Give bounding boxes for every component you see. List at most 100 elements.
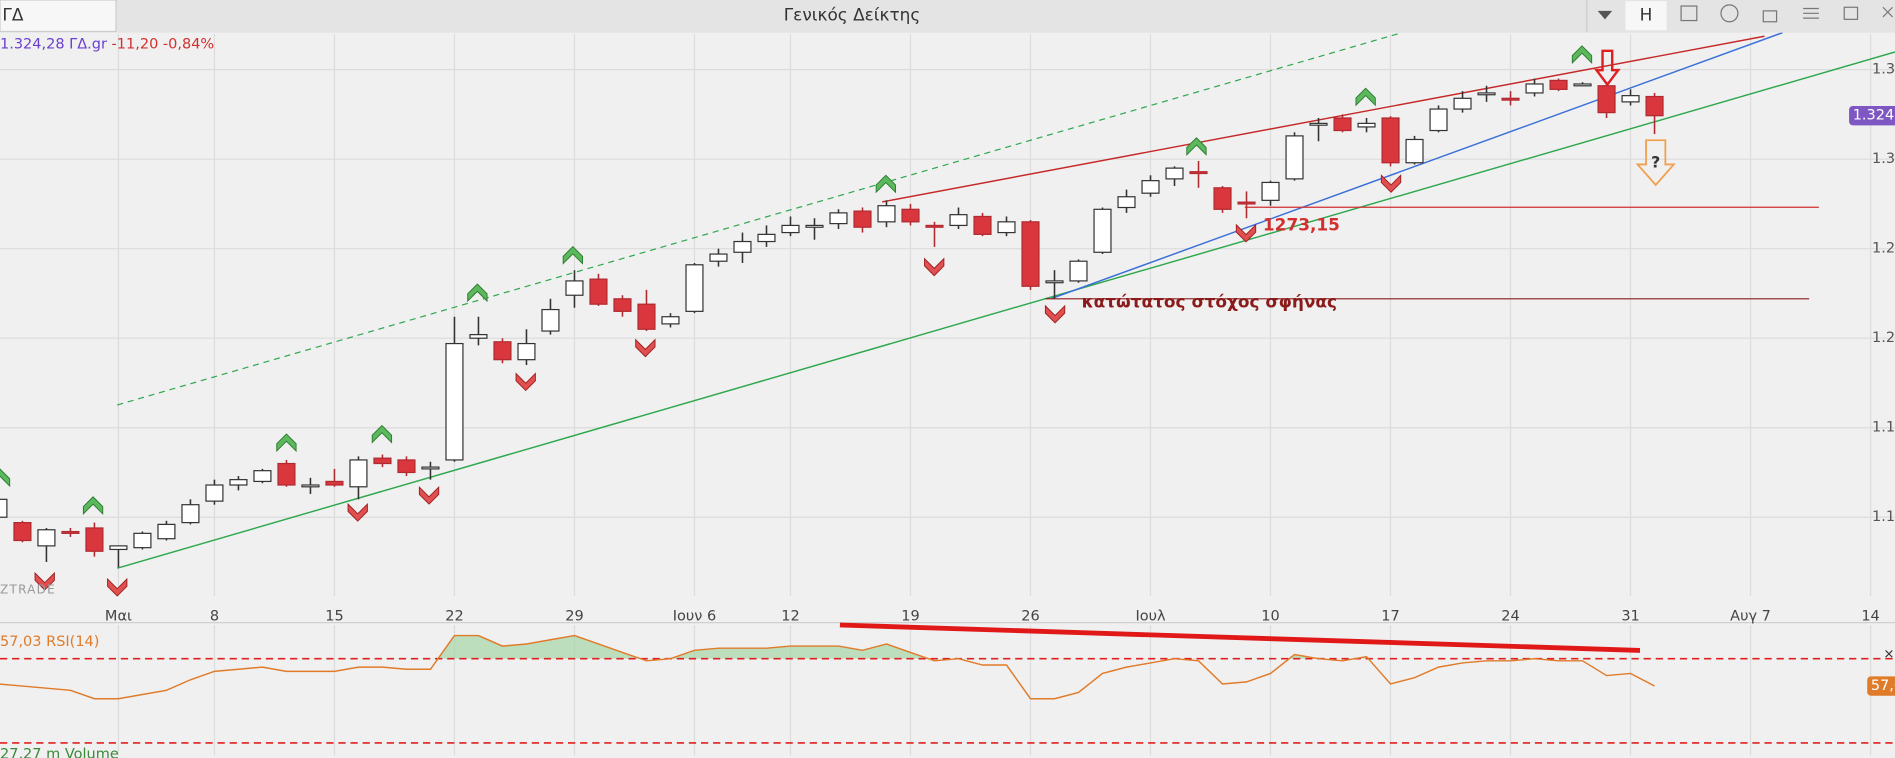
change: -11,20 [112, 37, 159, 53]
fractal-up [562, 245, 584, 265]
candle-body [733, 240, 752, 253]
candle-body [445, 342, 464, 461]
fractal-down [34, 571, 55, 591]
fractal-up [1186, 137, 1207, 156]
rsi-label: 57,03 RSI(14) [0, 634, 99, 650]
fractal-up [1571, 45, 1593, 65]
candle-body [781, 224, 800, 234]
icon[interactable] [1803, 7, 1819, 19]
close-icon[interactable]: × [1883, 647, 1894, 662]
candle-body [589, 278, 608, 305]
rsi-name: RSI(14) [46, 634, 99, 650]
annotation: κατώτατος στόχος σφήνας [1082, 291, 1337, 311]
x-tick-label: 26 [1021, 609, 1039, 625]
tab-label: ΓΔ [2, 5, 23, 25]
candle-body [1237, 201, 1256, 205]
candle-body [1045, 280, 1064, 284]
candle-body [421, 466, 440, 470]
candle-body [805, 224, 824, 228]
candle-body [565, 280, 584, 296]
icon[interactable] [1680, 5, 1698, 22]
dropdown[interactable] [1597, 10, 1613, 20]
candle-body [613, 298, 632, 312]
candle-body [493, 341, 512, 361]
x-tick-label: Ιουλ [1135, 609, 1166, 625]
tab[interactable] [0, 0, 117, 33]
annotation: 1273,15 [1263, 214, 1340, 234]
candle-body [277, 462, 296, 486]
icon[interactable] [1882, 6, 1894, 18]
title: Γενικός Δείκτης [784, 5, 921, 25]
candle-body [1501, 97, 1520, 101]
candle-body [541, 308, 560, 332]
candle-body [1165, 167, 1184, 180]
rsi-overbought-area [437, 635, 1369, 659]
x-tick-label: 8 [210, 609, 219, 625]
fractal-down [635, 338, 656, 358]
button[interactable] [1625, 1, 1667, 31]
toolbar [0, 0, 1895, 33]
candle-body [1453, 97, 1472, 110]
candle-body [997, 221, 1016, 234]
symbol: ΓΔ.gr [69, 37, 107, 53]
candle-body [685, 264, 704, 312]
candle-body [1477, 92, 1496, 96]
candle-body [13, 521, 32, 542]
x-tick-label: 19 [901, 609, 919, 625]
x-tick-label: 17 [1381, 609, 1399, 625]
fractal-up [1355, 87, 1376, 107]
candle-body [205, 484, 224, 502]
watermark: ZTRADE [0, 582, 56, 596]
candle-body [757, 233, 776, 243]
icon[interactable] [1720, 4, 1739, 23]
x-tick-label: Μαι [105, 609, 132, 625]
y-tick-label: 1.100 [1872, 509, 1895, 525]
x-tick-label: 29 [565, 609, 583, 625]
x-tick-label: 14 [1861, 609, 1879, 625]
candles [0, 78, 1664, 568]
volume-label: 27,27 m Volume [0, 746, 119, 758]
candle-body [1405, 138, 1424, 164]
x-tick-label: 12 [781, 609, 799, 625]
candle-body [1261, 181, 1280, 201]
rsi-tag-label: 57,03 [1871, 678, 1895, 694]
annotation: ? [1651, 153, 1660, 172]
divergence-line [839, 622, 1641, 653]
candle-body [829, 212, 848, 225]
rsi-tag [1867, 676, 1895, 696]
icon[interactable] [1843, 6, 1859, 20]
candle-body [1645, 95, 1664, 117]
x-tick-label: 31 [1621, 609, 1639, 625]
candle-body [1429, 108, 1448, 132]
fractal-up [371, 424, 393, 444]
fractal-down [107, 577, 128, 597]
rsi-panel: 57,03 [0, 634, 1895, 744]
candle-body [1141, 180, 1160, 194]
fractal-down [1380, 174, 1402, 193]
candle-body [853, 210, 872, 228]
candle-body [877, 205, 896, 223]
fractal-up [875, 174, 897, 194]
info-line: 1.324,28 ΓΔ.gr -11,20 -0,84% [0, 37, 214, 53]
icon[interactable] [1762, 10, 1778, 23]
x-tick-label: Ιουν 6 [673, 609, 716, 625]
fractal-down [1044, 304, 1066, 324]
candle-body [637, 303, 656, 330]
change-pct: -0,84% [163, 37, 214, 53]
y-tick-label: 1.300 [1872, 151, 1895, 167]
x-tick-label: 10 [1261, 609, 1279, 625]
candle-body [1093, 208, 1112, 253]
candle-body [397, 459, 416, 474]
candle-body [709, 253, 728, 262]
candle-body [85, 527, 104, 552]
rsi-value: 57,03 [0, 634, 42, 650]
candle-body [229, 479, 248, 486]
candle-body [901, 208, 920, 223]
price: 1.324,28 [0, 37, 65, 53]
candle-body [1333, 117, 1352, 132]
candle-body [373, 457, 392, 465]
fractal-down [347, 502, 368, 522]
